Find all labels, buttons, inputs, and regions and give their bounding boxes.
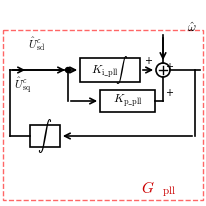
Text: $\rm pll$: $\rm pll$ <box>162 184 176 198</box>
Text: $+$: $+$ <box>165 61 174 72</box>
Text: $K_{\rm p\_pll}$: $K_{\rm p\_pll}$ <box>112 93 143 109</box>
Text: $\hat{\omega}$: $\hat{\omega}$ <box>187 21 197 35</box>
Circle shape <box>66 68 70 73</box>
Text: $\hat{U}^c_{\rm sq}$: $\hat{U}^c_{\rm sq}$ <box>14 76 31 96</box>
Text: $+$: $+$ <box>165 87 174 98</box>
Text: $\hat{U}^c_{\rm sd}$: $\hat{U}^c_{\rm sd}$ <box>28 35 45 53</box>
FancyBboxPatch shape <box>30 125 60 147</box>
Text: $\int$: $\int$ <box>37 117 53 155</box>
FancyBboxPatch shape <box>100 90 155 112</box>
Text: $G$: $G$ <box>141 180 155 196</box>
FancyBboxPatch shape <box>80 58 140 82</box>
Text: $K_{\rm i\_pll}\!\int$: $K_{\rm i\_pll}\!\int$ <box>91 54 129 86</box>
Text: $+$: $+$ <box>144 55 153 66</box>
